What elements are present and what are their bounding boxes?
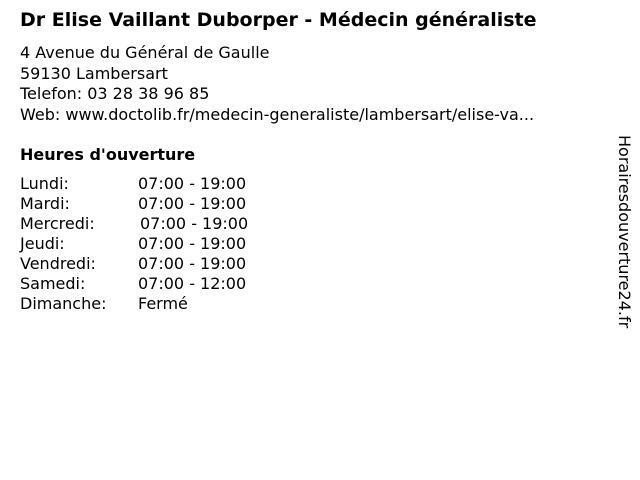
hours-row: Mardi: 07:00 - 19:00	[20, 194, 248, 214]
watermark: Horairesdouverture24.fr	[615, 135, 634, 329]
time: 07:00 - 19:00	[138, 234, 247, 253]
address-block: 4 Avenue du Général de Gaulle 59130 Lamb…	[20, 43, 534, 125]
time: 07:00 - 12:00	[138, 274, 247, 293]
day: Lundi:	[20, 174, 69, 193]
hours-row: Jeudi: 07:00 - 19:00	[20, 234, 248, 254]
day: Samedi:	[20, 274, 86, 293]
hours-row: Lundi: 07:00 - 19:00	[20, 174, 248, 194]
phone: Telefon: 03 28 38 96 85	[20, 84, 210, 103]
day: Jeudi:	[20, 234, 65, 253]
hours-row: Dimanche: Fermé	[20, 294, 248, 314]
time: Fermé	[138, 294, 188, 313]
day: Mercredi:	[20, 214, 95, 233]
street: 4 Avenue du Général de Gaulle	[20, 43, 270, 62]
day: Dimanche:	[20, 294, 107, 313]
hours-row: Vendredi: 07:00 - 19:00	[20, 254, 248, 274]
day: Vendredi:	[20, 254, 96, 273]
hours-heading: Heures d'ouverture	[20, 145, 196, 164]
time: 07:00 - 19:00	[138, 174, 247, 193]
hours-table: Lundi: 07:00 - 19:00 Mardi: 07:00 - 19:00 …	[20, 174, 248, 314]
city: 59130 Lambersart	[20, 63, 168, 83]
hours-row: Samedi: 07:00 - 12:00	[20, 274, 248, 294]
time: 07:00 - 19:00	[138, 194, 247, 213]
website: Web: www.doctolib.fr/medecin-generaliste…	[20, 104, 535, 124]
page-title: Dr Elise Vaillant Duborper - Médecin gén…	[20, 9, 537, 31]
time: 07:00 - 19:00	[138, 254, 247, 273]
hours-row: Mercredi: 07:00 - 19:00	[20, 214, 248, 234]
time: 07:00 - 19:00	[140, 214, 249, 233]
day: Mardi:	[20, 194, 70, 213]
